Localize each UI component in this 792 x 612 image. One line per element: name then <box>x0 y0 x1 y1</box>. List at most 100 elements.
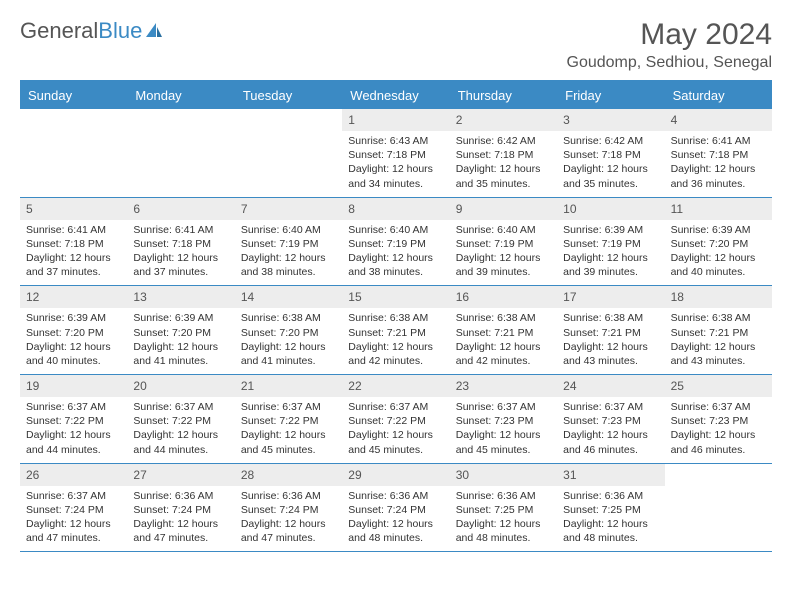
calendar-day: 28 Sunrise: 6:36 AMSunset: 7:24 PMDayligh… <box>235 464 342 552</box>
day-details: Sunrise: 6:37 AMSunset: 7:24 PMDaylight:… <box>26 489 121 546</box>
day-number: 15 <box>342 286 449 308</box>
calendar-day: 2Sunrise: 6:42 AMSunset: 7:18 PMDaylight… <box>450 109 557 197</box>
day-details: Sunrise: 6:41 AMSunset: 7:18 PMDaylight:… <box>671 134 766 191</box>
calendar-week: 1 Sunrise: 6:43 AMSunset: 7:18 PMDaylight… <box>20 109 772 198</box>
calendar-day: 27 Sunrise: 6:36 AMSunset: 7:24 PMDayligh… <box>127 464 234 552</box>
day-details: Sunrise: 6:43 AMSunset: 7:18 PMDaylight:… <box>348 134 443 191</box>
header: GeneralBlue May 2024 Goudomp, Sedhiou, S… <box>20 18 772 72</box>
calendar-day <box>235 109 342 197</box>
calendar-day: 23 Sunrise: 6:37 AMSunset: 7:23 PMDayligh… <box>450 375 557 463</box>
day-details: Sunrise: 6:40 AMSunset: 7:19 PMDaylight:… <box>348 223 443 280</box>
day-details: Sunrise: 6:36 AMSunset: 7:25 PMDaylight:… <box>563 489 658 546</box>
brand-name-part1: General <box>20 18 98 43</box>
day-details: Sunrise: 6:41 AMSunset: 7:18 PMDaylight:… <box>26 223 121 280</box>
weekday-header: Monday <box>127 82 234 109</box>
day-details: Sunrise: 6:38 AMSunset: 7:21 PMDaylight:… <box>348 311 443 368</box>
calendar-day: 10Sunrise: 6:39 AMSunset: 7:19 PMDayligh… <box>557 198 664 286</box>
day-number: 27 <box>127 464 234 486</box>
day-details: Sunrise: 6:39 AMSunset: 7:20 PMDaylight:… <box>133 311 228 368</box>
weekday-header: Saturday <box>665 82 772 109</box>
brand-name-part2: Blue <box>98 18 142 43</box>
calendar-day: 31 Sunrise: 6:36 AMSunset: 7:25 PMDayligh… <box>557 464 664 552</box>
day-details: Sunrise: 6:36 AMSunset: 7:24 PMDaylight:… <box>348 489 443 546</box>
day-details: Sunrise: 6:38 AMSunset: 7:21 PMDaylight:… <box>671 311 766 368</box>
day-number: 18 <box>665 286 772 308</box>
calendar-week: 19 Sunrise: 6:37 AMSunset: 7:22 PMDayligh… <box>20 375 772 464</box>
day-details: Sunrise: 6:38 AMSunset: 7:21 PMDaylight:… <box>456 311 551 368</box>
calendar-day: 11 Sunrise: 6:39 AMSunset: 7:20 PMDayligh… <box>665 198 772 286</box>
day-number: 29 <box>342 464 449 486</box>
day-number: 2 <box>450 109 557 131</box>
day-details: Sunrise: 6:36 AMSunset: 7:24 PMDaylight:… <box>241 489 336 546</box>
day-number: 10 <box>557 198 664 220</box>
day-details: Sunrise: 6:38 AMSunset: 7:21 PMDaylight:… <box>563 311 658 368</box>
sail-icon <box>144 21 164 41</box>
day-number: 31 <box>557 464 664 486</box>
day-number: 25 <box>665 375 772 397</box>
brand-name: GeneralBlue <box>20 18 142 44</box>
day-number: 6 <box>127 198 234 220</box>
day-details: Sunrise: 6:36 AMSunset: 7:25 PMDaylight:… <box>456 489 551 546</box>
day-number: 19 <box>20 375 127 397</box>
day-details: Sunrise: 6:37 AMSunset: 7:22 PMDaylight:… <box>133 400 228 457</box>
day-number: 16 <box>450 286 557 308</box>
calendar-day <box>20 109 127 197</box>
day-details: Sunrise: 6:37 AMSunset: 7:23 PMDaylight:… <box>456 400 551 457</box>
location-label: Goudomp, Sedhiou, Senegal <box>567 54 772 72</box>
calendar-day <box>665 464 772 552</box>
calendar-day: 17 Sunrise: 6:38 AMSunset: 7:21 PMDayligh… <box>557 286 664 374</box>
calendar: SundayMondayTuesdayWednesdayThursdayFrid… <box>20 80 772 552</box>
calendar-week: 5 Sunrise: 6:41 AMSunset: 7:18 PMDaylight… <box>20 198 772 287</box>
title-block: May 2024 Goudomp, Sedhiou, Senegal <box>567 18 772 72</box>
calendar-day: 12Sunrise: 6:39 AMSunset: 7:20 PMDayligh… <box>20 286 127 374</box>
calendar-day: 13 Sunrise: 6:39 AMSunset: 7:20 PMDayligh… <box>127 286 234 374</box>
day-number: 5 <box>20 198 127 220</box>
day-details: Sunrise: 6:37 AMSunset: 7:23 PMDaylight:… <box>563 400 658 457</box>
calendar-day: 8 Sunrise: 6:40 AMSunset: 7:19 PMDaylight… <box>342 198 449 286</box>
day-details: Sunrise: 6:37 AMSunset: 7:22 PMDaylight:… <box>241 400 336 457</box>
calendar-day: 14Sunrise: 6:38 AMSunset: 7:20 PMDayligh… <box>235 286 342 374</box>
calendar-day: 4 Sunrise: 6:41 AMSunset: 7:18 PMDaylight… <box>665 109 772 197</box>
day-details: Sunrise: 6:37 AMSunset: 7:22 PMDaylight:… <box>26 400 121 457</box>
day-details: Sunrise: 6:42 AMSunset: 7:18 PMDaylight:… <box>563 134 658 191</box>
day-details: Sunrise: 6:37 AMSunset: 7:22 PMDaylight:… <box>348 400 443 457</box>
calendar-day: 29 Sunrise: 6:36 AMSunset: 7:24 PMDayligh… <box>342 464 449 552</box>
calendar-day: 25 Sunrise: 6:37 AMSunset: 7:23 PMDayligh… <box>665 375 772 463</box>
calendar-day: 3Sunrise: 6:42 AMSunset: 7:18 PMDaylight… <box>557 109 664 197</box>
day-number: 4 <box>665 109 772 131</box>
calendar-day: 24Sunrise: 6:37 AMSunset: 7:23 PMDayligh… <box>557 375 664 463</box>
day-number: 1 <box>342 109 449 131</box>
calendar-day: 30 Sunrise: 6:36 AMSunset: 7:25 PMDayligh… <box>450 464 557 552</box>
calendar-weeks: 1 Sunrise: 6:43 AMSunset: 7:18 PMDaylight… <box>20 109 772 552</box>
calendar-day: 20Sunrise: 6:37 AMSunset: 7:22 PMDayligh… <box>127 375 234 463</box>
calendar-day: 5 Sunrise: 6:41 AMSunset: 7:18 PMDaylight… <box>20 198 127 286</box>
day-number: 21 <box>235 375 342 397</box>
day-details: Sunrise: 6:41 AMSunset: 7:18 PMDaylight:… <box>133 223 228 280</box>
day-number: 13 <box>127 286 234 308</box>
weekday-header: Friday <box>557 82 664 109</box>
weekday-header: Thursday <box>450 82 557 109</box>
day-number: 30 <box>450 464 557 486</box>
calendar-day: 1 Sunrise: 6:43 AMSunset: 7:18 PMDaylight… <box>342 109 449 197</box>
calendar-week: 12 Sunrise: 6:39 AMSunset: 7:20 PMDayligh… <box>20 286 772 375</box>
day-details: Sunrise: 6:36 AMSunset: 7:24 PMDaylight:… <box>133 489 228 546</box>
day-number: 12 <box>20 286 127 308</box>
day-number: 17 <box>557 286 664 308</box>
day-details: Sunrise: 6:37 AMSunset: 7:23 PMDaylight:… <box>671 400 766 457</box>
weekday-header-row: SundayMondayTuesdayWednesdayThursdayFrid… <box>20 82 772 109</box>
weekday-header: Sunday <box>20 82 127 109</box>
day-number: 8 <box>342 198 449 220</box>
day-number: 9 <box>450 198 557 220</box>
day-details: Sunrise: 6:39 AMSunset: 7:20 PMDaylight:… <box>671 223 766 280</box>
day-number: 22 <box>342 375 449 397</box>
day-details: Sunrise: 6:40 AMSunset: 7:19 PMDaylight:… <box>456 223 551 280</box>
day-number: 11 <box>665 198 772 220</box>
calendar-day: 26Sunrise: 6:37 AMSunset: 7:24 PMDayligh… <box>20 464 127 552</box>
calendar-day: 22 Sunrise: 6:37 AMSunset: 7:22 PMDayligh… <box>342 375 449 463</box>
day-number: 28 <box>235 464 342 486</box>
calendar-day: 9 Sunrise: 6:40 AMSunset: 7:19 PMDaylight… <box>450 198 557 286</box>
calendar-day: 21 Sunrise: 6:37 AMSunset: 7:22 PMDayligh… <box>235 375 342 463</box>
day-number: 7 <box>235 198 342 220</box>
day-details: Sunrise: 6:40 AMSunset: 7:19 PMDaylight:… <box>241 223 336 280</box>
day-number: 23 <box>450 375 557 397</box>
